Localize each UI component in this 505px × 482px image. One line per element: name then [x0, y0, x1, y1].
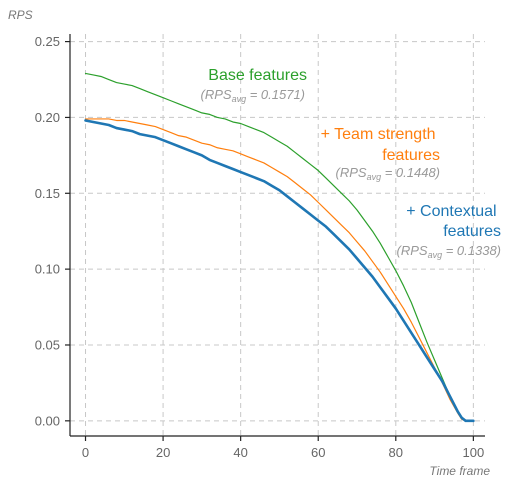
y-tick-label: 0.10	[35, 262, 60, 277]
y-tick-label: 0.05	[35, 337, 60, 352]
series-line-base-features	[84, 72, 474, 422]
y-tick-label: 0.25	[35, 34, 60, 49]
x-ticks: 0 20 40 60 80 100	[82, 436, 484, 460]
x-tick-label: 0	[82, 445, 89, 460]
x-tick-label: 40	[233, 445, 247, 460]
series-line-team-strength-features	[84, 118, 474, 422]
series-line-contextual-features	[84, 119, 475, 423]
avg-label-team-strength: (RPSavg = 0.1448)	[336, 165, 440, 182]
series-lines	[84, 72, 475, 423]
x-tick-label: 100	[463, 445, 485, 460]
x-tick-label: 20	[156, 445, 170, 460]
x-axis-title: Time frame	[429, 464, 490, 478]
grid	[70, 34, 485, 436]
x-tick-label: 80	[389, 445, 403, 460]
y-axis-title: RPS	[8, 8, 33, 22]
series-label-contextual: + Contextual features	[406, 203, 501, 240]
y-tick-label: 0.00	[35, 413, 60, 428]
y-ticks: 0.00 0.05 0.10 0.15 0.20 0.25	[35, 34, 70, 428]
y-tick-label: 0.15	[35, 186, 60, 201]
axes	[69, 34, 485, 437]
avg-label-contextual: (RPSavg = 0.1338)	[397, 243, 501, 260]
avg-label-base: (RPSavg = 0.1571)	[201, 87, 305, 104]
series-annotations: Base features (RPSavg = 0.1571) + Team s…	[201, 67, 501, 260]
x-tick-label: 60	[311, 445, 325, 460]
series-label-team-strength: + Team strength features	[321, 126, 440, 164]
y-tick-label: 0.20	[35, 110, 60, 125]
series-label-base: Base features	[208, 67, 307, 84]
